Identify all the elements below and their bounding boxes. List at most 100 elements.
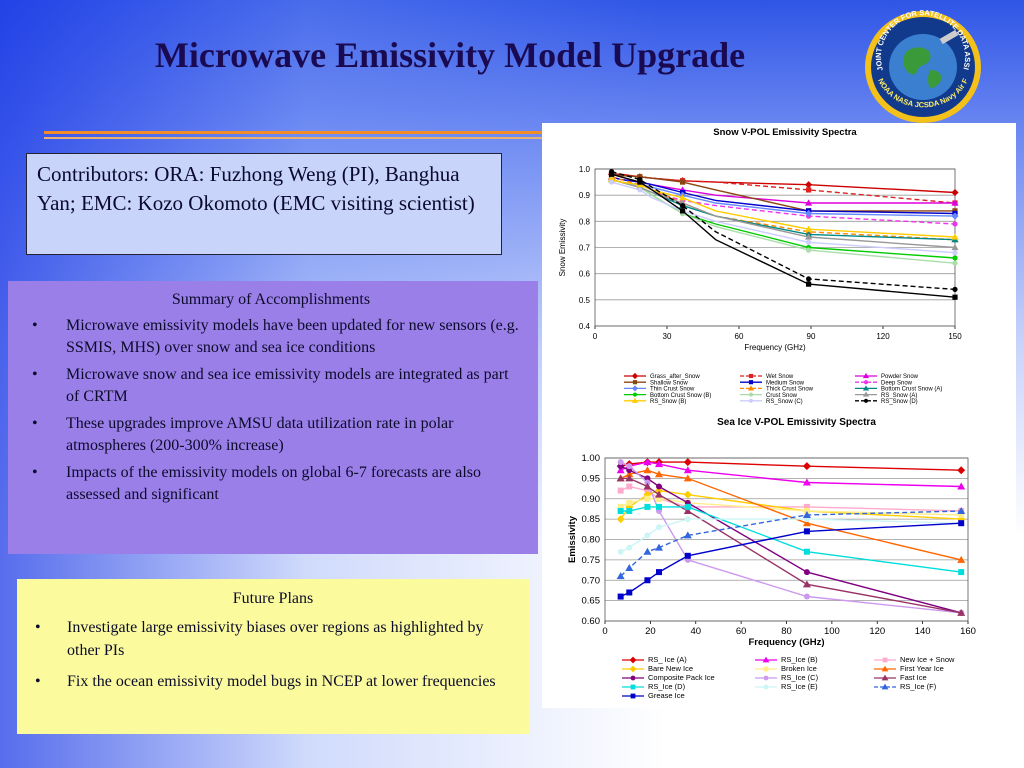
data-point (952, 260, 958, 266)
y-tick-label: 0.5 (579, 296, 591, 305)
series-line (620, 489, 962, 520)
y-tick-label: 0.9 (579, 191, 591, 200)
legend-label: Bottom Crust Snow (B) (650, 393, 711, 399)
data-point (951, 212, 959, 220)
bullet-icon: • (35, 673, 41, 690)
data-point (637, 187, 643, 193)
data-point (631, 385, 639, 392)
x-tick-label: 120 (876, 332, 890, 341)
legend-entry: Bare New Ice (622, 664, 693, 673)
data-point (626, 499, 633, 506)
legend-label: RS_Ice (D) (648, 682, 686, 691)
legend-label: Composite Pack Ice (648, 673, 715, 682)
legend-label: Crust Snow (766, 393, 798, 399)
legend-label: RS_Ice (E) (781, 682, 818, 691)
data-point (806, 276, 812, 282)
data-point (626, 507, 633, 514)
data-point (952, 286, 958, 292)
data-point (616, 515, 625, 524)
x-tick-label: 60 (736, 626, 747, 637)
bullet-icon: • (32, 366, 38, 383)
y-tick-label: 0.80 (582, 535, 601, 546)
data-point (654, 460, 663, 468)
data-point (683, 458, 692, 467)
data-point (763, 675, 769, 681)
data-point (805, 233, 813, 240)
summary-item: • Impacts of the emissivity models on glo… (20, 462, 522, 506)
legend-label: Medium Snow (766, 380, 805, 386)
legend-entry: Thick Crust Snow (740, 385, 814, 393)
data-point (629, 656, 637, 664)
legend-label: Shallow Snow (650, 380, 688, 386)
data-point (806, 187, 812, 193)
data-point (654, 490, 663, 498)
future-item: • Investigate large emissivity biases ove… (29, 616, 517, 662)
summary-item-text: Microwave emissivity models have been up… (66, 317, 519, 356)
data-point (803, 507, 810, 514)
data-point (748, 373, 754, 379)
data-point (616, 572, 625, 580)
y-tick-label: 0.60 (582, 616, 601, 627)
data-point (957, 608, 966, 616)
summary-item: • Microwave emissivity models have been u… (20, 315, 522, 359)
y-axis-label: Emissivity (567, 515, 578, 563)
future-list: • Investigate large emissivity biases ove… (29, 616, 517, 693)
data-point (683, 531, 692, 539)
y-tick-label: 0.90 (582, 494, 601, 505)
contributors-box: Contributors: ORA: Fuzhong Weng (PI), Ba… (26, 153, 502, 255)
data-point (625, 564, 634, 572)
legend-entry: RS_ Ice (A) (622, 655, 687, 664)
data-point (803, 548, 810, 555)
data-point (952, 208, 958, 214)
y-tick-label: 0.7 (579, 244, 591, 253)
y-tick-label: 1.0 (579, 165, 591, 174)
y-tick-label: 0.8 (579, 217, 591, 226)
legend-entry: Bottom Crust Snow (B) (624, 392, 711, 399)
data-point (958, 520, 965, 527)
legend-entry: Medium Snow (740, 380, 805, 386)
legend-entry: First Year Ice (874, 664, 944, 673)
data-point (805, 209, 813, 218)
data-point (684, 503, 691, 510)
data-point (881, 674, 889, 681)
data-point (952, 294, 958, 300)
data-point (806, 247, 812, 253)
legend-label: Wet Snow (766, 374, 794, 380)
y-tick-label: 0.6 (579, 270, 591, 279)
data-point (644, 503, 651, 510)
data-point (680, 203, 686, 209)
future-heading: Future Plans (232, 590, 314, 607)
data-point (617, 593, 624, 600)
data-point (951, 243, 959, 251)
future-item-text: Investigate large emissivity biases over… (67, 619, 484, 659)
data-point (803, 528, 810, 535)
title-underline (44, 131, 544, 134)
data-point (863, 380, 869, 385)
data-point (655, 503, 662, 510)
data-point (802, 478, 811, 486)
series-line (611, 173, 956, 204)
data-point (680, 179, 686, 185)
legend-entry: Broken Ice (755, 664, 817, 673)
data-point (644, 495, 651, 502)
series-line (611, 181, 956, 254)
summary-item-text: Microwave snow and sea ice emissivity mo… (66, 366, 509, 405)
series-rs-ice-f- (616, 506, 966, 580)
data-point (803, 503, 810, 510)
data-point (802, 580, 811, 588)
summary-item: • These upgrades improve AMSU data utiliz… (20, 413, 522, 457)
bullet-icon: • (32, 464, 38, 481)
series-grease-ice (617, 520, 965, 600)
y-tick-label: 0.65 (582, 596, 601, 607)
y-tick-label: 0.4 (579, 322, 591, 331)
legend-entry: Grass_after_Snow (624, 372, 700, 380)
data-point (655, 524, 662, 531)
data-point (881, 683, 889, 690)
series-rs-ice-c- (617, 459, 965, 616)
data-point (957, 466, 966, 475)
y-axis-label: Snow Emissivity (558, 219, 567, 277)
series-unlabeled (608, 171, 958, 300)
legend-entry: Crust Snow (740, 392, 798, 399)
data-point (684, 516, 691, 523)
data-point (802, 462, 811, 471)
